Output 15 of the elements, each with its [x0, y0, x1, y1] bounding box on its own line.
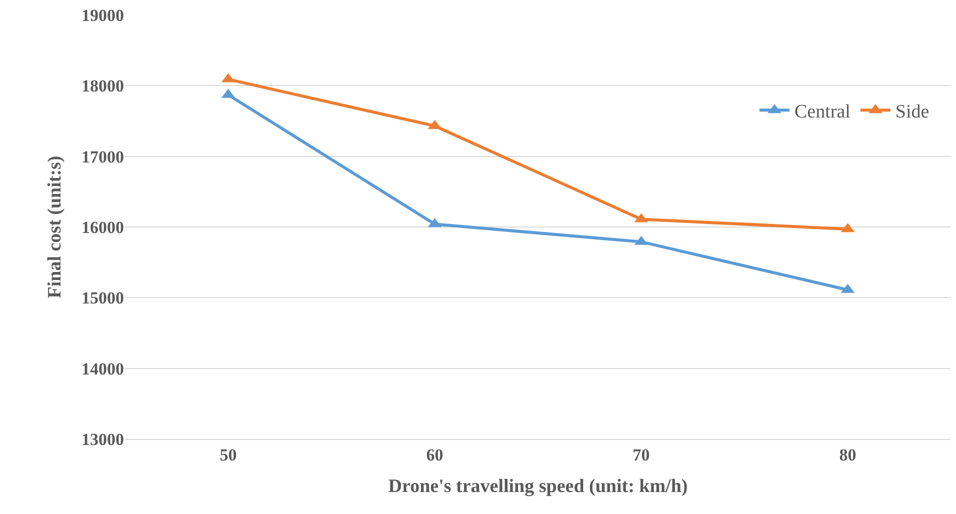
y-tick-label: 16000 [82, 218, 124, 237]
x-tick-label: 80 [839, 445, 856, 464]
y-tick-label: 13000 [82, 430, 124, 449]
x-tick-label: 70 [632, 445, 650, 464]
x-tick-label: 50 [220, 445, 237, 464]
y-tick-label: 18000 [82, 76, 124, 96]
y-tick-label: 17000 [82, 147, 124, 166]
legend-label: Side [895, 102, 930, 123]
y-tick-label: 14000 [82, 359, 124, 378]
y-tick-label: 15000 [82, 288, 124, 308]
legend-label: Central [794, 102, 850, 123]
x-tick-label: 60 [426, 445, 444, 464]
y-tick-label: 19000 [82, 6, 124, 25]
x-axis-title: Drone's travelling speed (unit: km/h) [388, 476, 688, 498]
y-axis-title: Final cost (unit:s) [44, 156, 66, 298]
